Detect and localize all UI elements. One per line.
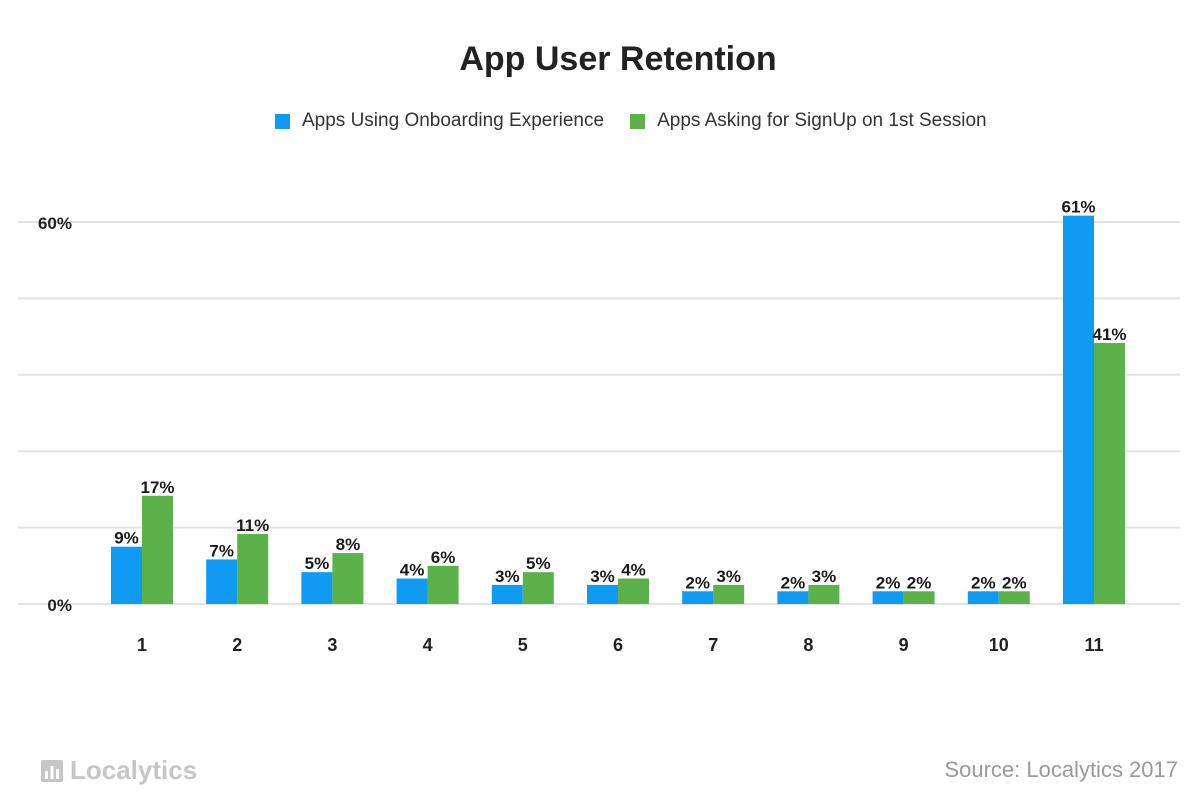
brand-logo: Localytics [40, 755, 197, 786]
x-tick-label-8: 8 [803, 635, 813, 655]
data-label-s1-cat-1: 9% [114, 529, 139, 548]
data-label-s2-cat-6: 4% [621, 561, 646, 580]
bar-s2-cat-2 [237, 533, 269, 604]
legend-label-signup: Apps Asking for SignUp on 1st Session [657, 110, 987, 131]
gridlines [18, 221, 1180, 605]
bar-chart-logo-icon [41, 759, 63, 782]
bar-s2-cat-11 [1094, 342, 1125, 604]
bars [111, 215, 1125, 604]
y-tick-label-0: 0% [47, 596, 72, 615]
legend-item-onboarding: Apps Using Onboarding Experience [275, 110, 604, 132]
x-tick-label-7: 7 [708, 635, 718, 655]
source-note: Source: Localytics 2017 [944, 757, 1178, 782]
bar-s1-cat-4 [396, 578, 428, 604]
y-axis-ticks: 0% 60% [38, 214, 72, 615]
bar-s2-cat-7 [713, 584, 745, 604]
data-label-s1-cat-9: 2% [876, 573, 901, 592]
data-label-s1-cat-11: 61% [1061, 198, 1095, 217]
data-label-s1-cat-7: 2% [685, 573, 710, 592]
data-label-s1-cat-6: 3% [590, 567, 615, 586]
data-label-s2-cat-1: 17% [140, 478, 174, 497]
bar-s1-cat-1 [111, 546, 142, 604]
bar-s2-cat-6 [618, 578, 649, 604]
x-tick-label-2: 2 [232, 635, 242, 655]
x-tick-label-5: 5 [518, 635, 528, 655]
bar-s2-cat-4 [427, 565, 459, 604]
data-label-s2-cat-9: 2% [907, 573, 932, 592]
data-label-s1-cat-4: 4% [400, 561, 425, 580]
x-tick-label-3: 3 [327, 635, 337, 655]
bar-s2-cat-5 [522, 572, 554, 604]
legend-swatch-onboarding [275, 113, 290, 129]
data-label-s1-cat-8: 2% [781, 573, 806, 592]
bar-s1-cat-11 [1063, 215, 1094, 604]
x-tick-label-4: 4 [423, 635, 433, 655]
data-label-s1-cat-10: 2% [971, 573, 996, 592]
data-label-s2-cat-5: 5% [526, 554, 551, 573]
data-label-s1-cat-2: 7% [209, 541, 234, 560]
legend-swatch-signup [630, 113, 646, 129]
data-label-s2-cat-7: 3% [716, 567, 741, 586]
x-tick-label-10: 10 [989, 635, 1009, 655]
legend: Apps Using Onboarding Experience Apps As… [275, 110, 1013, 132]
bar-s1-cat-3 [301, 572, 333, 604]
x-tick-label-1: 1 [137, 635, 147, 655]
bar-s2-cat-1 [142, 495, 173, 604]
x-tick-label-9: 9 [899, 635, 909, 655]
data-label-s2-cat-3: 8% [336, 535, 361, 554]
data-label-s2-cat-10: 2% [1002, 573, 1027, 592]
legend-item-signup: Apps Asking for SignUp on 1st Session [630, 110, 987, 132]
data-label-s1-cat-5: 3% [495, 567, 520, 586]
data-label-s1-cat-3: 5% [305, 554, 330, 573]
bar-s1-cat-5 [491, 584, 523, 604]
legend-label-onboarding: Apps Using Onboarding Experience [302, 110, 605, 131]
x-tick-label-11: 11 [1084, 635, 1103, 655]
x-axis-ticks: 1 2 3 4 5 6 7 8 9 10 11 [137, 635, 1104, 655]
chart-title: App User Retention [459, 40, 777, 78]
bar-s2-cat-3 [332, 553, 364, 604]
bar-s1-cat-10 [967, 591, 999, 604]
bar-s2-cat-10 [998, 591, 1030, 604]
bar-s1-cat-2 [206, 559, 238, 604]
data-label-s2-cat-8: 3% [812, 567, 837, 586]
y-tick-label-1: 60% [38, 214, 72, 233]
brand-name: Localytics [70, 755, 198, 785]
bar-s1-cat-8 [777, 591, 809, 604]
bar-s1-cat-6 [587, 584, 618, 604]
data-labels: 9% 17% 7%11% 5% 8% 4% 6% 3% 5% 3% 4% 2% 3% 2% 3% 2% 2% 2%… [114, 198, 1126, 593]
x-tick-label-6: 6 [613, 635, 623, 655]
data-label-s2-cat-4: 6% [431, 548, 456, 567]
data-label-s2-cat-2: 11% [236, 516, 269, 535]
data-label-s2-cat-11: 41% [1092, 325, 1126, 344]
bar-s1-cat-7 [682, 591, 714, 604]
bar-s1-cat-9 [872, 591, 904, 604]
bar-s2-cat-8 [808, 584, 840, 604]
bar-s2-cat-9 [903, 591, 935, 604]
